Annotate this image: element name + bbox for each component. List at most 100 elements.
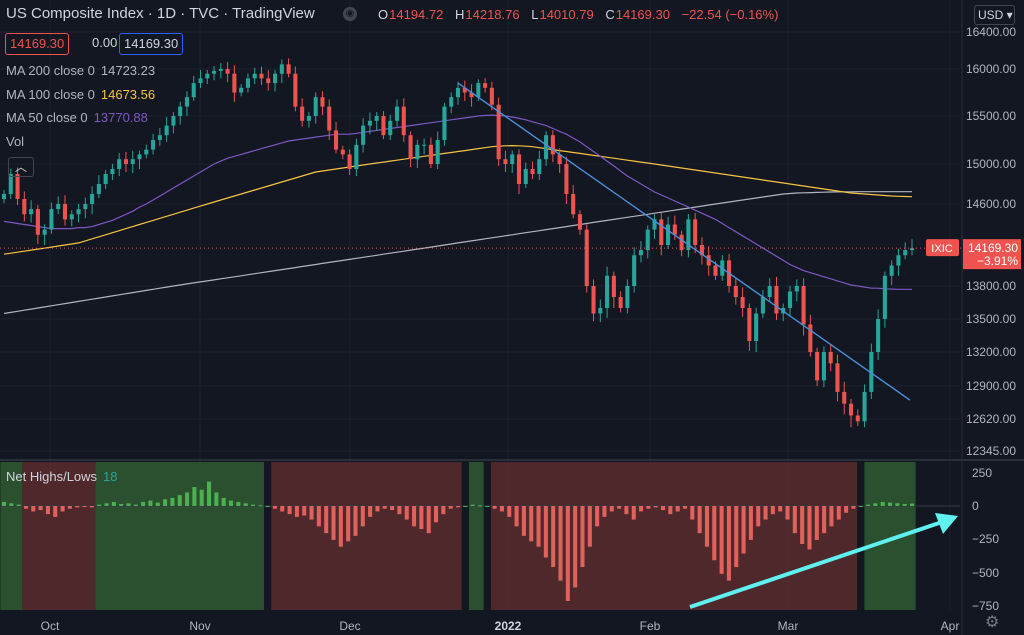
net-hl-bar [390, 506, 395, 511]
net-hl-bar [536, 506, 541, 547]
net-hl-bar [499, 506, 504, 512]
net-hl-bar [426, 506, 431, 534]
gear-icon[interactable]: ⚙ [985, 614, 1000, 631]
ma50-legend[interactable]: MA 50 close 0 13770.88 [6, 110, 148, 125]
price-tick-label: 12620.00 [966, 412, 1016, 426]
net-hl-bar [316, 506, 321, 527]
candle-body [157, 135, 162, 140]
net-hl-bar [697, 506, 702, 534]
net-hl-bar [792, 506, 797, 534]
candle-body [659, 219, 664, 245]
candle-body [151, 140, 156, 150]
candle-body [794, 286, 799, 292]
date-tick-label: Dec [339, 619, 360, 633]
candle-body [239, 87, 244, 93]
candle-body [388, 120, 393, 136]
price-tick-label: 15500.00 [966, 109, 1016, 123]
ma200-legend[interactable]: MA 200 close 0 14723.23 [6, 63, 155, 78]
candle-body [848, 403, 854, 416]
date-tick-label: Apr [941, 619, 960, 633]
candle-body [537, 159, 542, 174]
annotation-arrow-head [935, 513, 958, 534]
candle-body [449, 97, 454, 107]
candle-body [842, 391, 847, 404]
net-highs-lows-legend[interactable]: Net Highs/Lows 18 [6, 469, 118, 484]
candle-body [320, 97, 325, 107]
candle-body [137, 154, 142, 160]
price-tick-label: 13500.00 [966, 312, 1016, 326]
candle-body [523, 169, 528, 184]
net-hl-bar [23, 506, 29, 509]
candle-body [1, 194, 7, 199]
collapse-legend-button[interactable]: ︿ [8, 157, 34, 177]
candle-body [117, 159, 122, 169]
candle-body [333, 130, 339, 150]
net-hl-bar [170, 497, 175, 506]
net-hl-bar [31, 506, 36, 512]
candle-body [62, 204, 68, 220]
new-highs-zone [0, 462, 23, 610]
net-hl-bar [309, 506, 314, 520]
net-hl-bar [346, 506, 351, 542]
currency-selector[interactable]: USD ▾ [974, 5, 1015, 25]
last-price-tag [963, 239, 1021, 270]
candle-body [266, 78, 271, 84]
candle-body [713, 265, 718, 276]
ma200-label: MA 200 close 0 [6, 63, 95, 78]
candle-body [435, 140, 440, 164]
net-hl-tick-label: 0 [972, 499, 979, 513]
candle-body [401, 106, 406, 136]
net-hl-bar [192, 487, 197, 506]
ma50-label: MA 50 close 0 [6, 110, 88, 125]
eye-icon[interactable]: ◉ [343, 7, 357, 21]
candle-body [273, 73, 278, 84]
candle-body [693, 219, 698, 245]
candle-body [225, 69, 230, 74]
ma200-line [3, 191, 912, 315]
net-hl-bar [448, 506, 453, 509]
candle-body [29, 209, 34, 215]
net-hl-label: Net Highs/Lows [6, 469, 98, 484]
net-hl-bar [141, 501, 146, 506]
net-hl-bar [53, 506, 58, 517]
candle-body [896, 255, 901, 266]
candle-body [876, 319, 881, 352]
net-hl-bar [294, 506, 299, 517]
ma200-value: 14723.23 [100, 63, 156, 78]
candle-body [828, 352, 833, 364]
candle-body [869, 352, 874, 392]
net-hl-bar [397, 506, 402, 515]
buy-price-box[interactable]: 14169.30 [119, 33, 184, 55]
net-hl-bar [580, 506, 585, 568]
candle-body [83, 204, 88, 210]
price-tick-label: 12345.00 [966, 444, 1016, 458]
open-value: 14194.72 [389, 7, 444, 22]
candle-body [462, 87, 467, 93]
net-hl-bar [895, 503, 900, 506]
net-hl-bar [485, 506, 490, 507]
net-hl-bar [60, 506, 65, 512]
net-hl-bar [148, 500, 153, 506]
net-hl-bar [653, 506, 658, 508]
symbol-tag [926, 239, 959, 257]
candle-body [754, 313, 759, 341]
candle-body [469, 92, 474, 98]
net-hl-bar [587, 506, 592, 547]
net-hl-bar [785, 506, 790, 520]
candle-body [110, 169, 115, 174]
candle-body [733, 286, 738, 297]
candle-body [35, 209, 40, 235]
candle-body [279, 64, 284, 74]
candle-body [286, 64, 291, 74]
vol-legend[interactable]: Vol [6, 134, 25, 149]
ma100-legend[interactable]: MA 100 close 0 14673.56 [6, 87, 155, 102]
new-lows-zone [271, 462, 462, 610]
net-hl-bar [763, 506, 768, 520]
net-hl-bar [258, 505, 263, 507]
candle-body [212, 70, 217, 74]
net-hl-bar [433, 506, 439, 523]
sell-price-box[interactable]: 14169.30 [5, 33, 70, 55]
close-value: 14169.30 [615, 7, 670, 22]
net-hl-bar [214, 492, 219, 506]
